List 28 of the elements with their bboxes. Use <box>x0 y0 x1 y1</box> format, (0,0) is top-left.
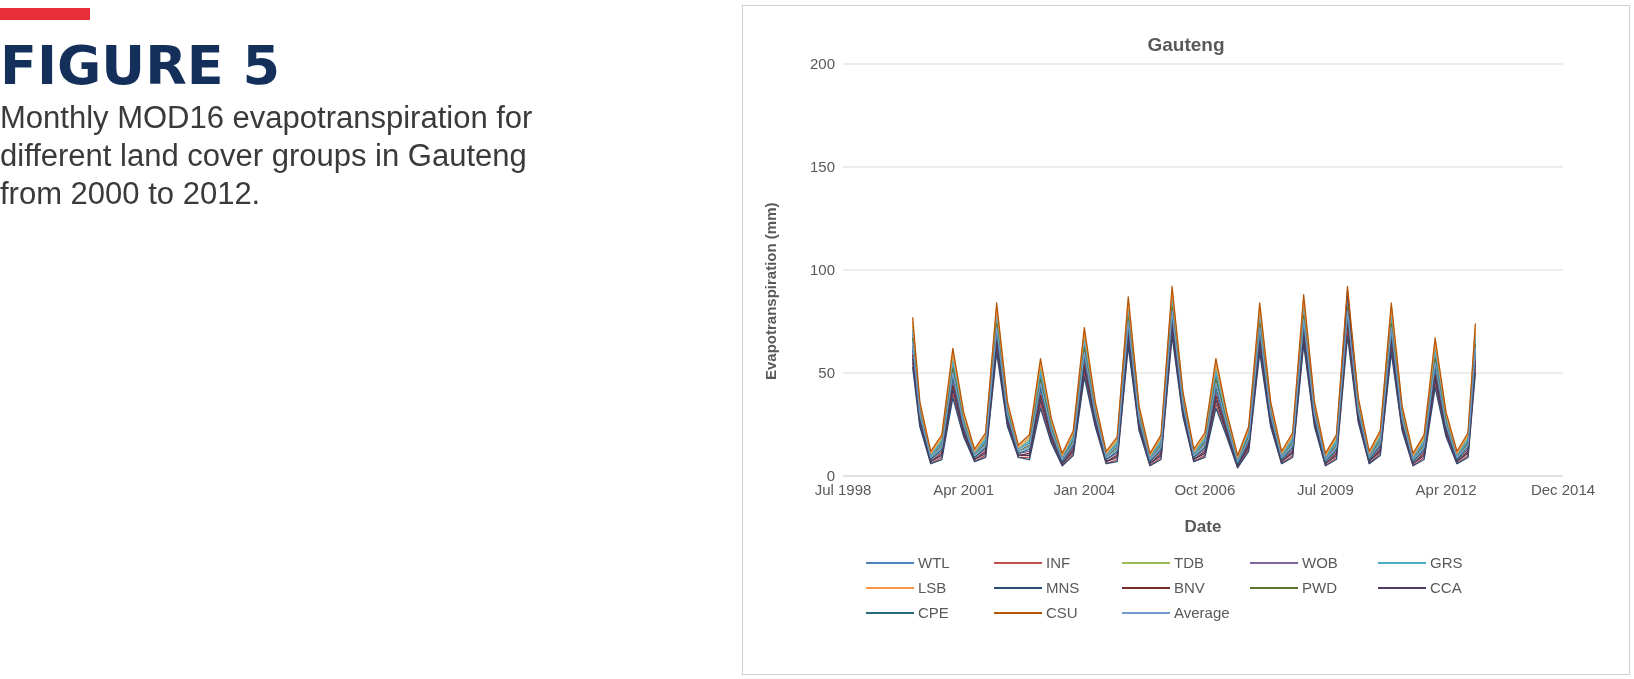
legend-label: Average <box>1174 604 1230 621</box>
y-tick-label: 50 <box>818 364 835 382</box>
y-tick-label: 150 <box>809 158 835 176</box>
legend-label: GRS <box>1430 554 1463 571</box>
caption: FIGURE 5 <box>0 34 281 97</box>
y-tick-label: 100 <box>809 261 835 279</box>
legend-label: INF <box>1046 554 1071 571</box>
legend-label: WTL <box>918 554 950 571</box>
legend-label: BNV <box>1174 579 1205 596</box>
x-tick-label: Apr 2001 <box>933 480 995 498</box>
legend-label: WOB <box>1302 554 1338 571</box>
legend-label: PWD <box>1302 579 1337 596</box>
text: Monthly MOD16 evapotranspiration for different land cover groups in Gauteng from 2000 to 2012. <box>0 99 534 213</box>
y-axis-title: Evapotranspiration (mm) <box>762 202 780 380</box>
legend-label: CCA <box>1430 579 1462 596</box>
x-tick-label: Jan 2004 <box>1053 480 1116 498</box>
legend-label: TDB <box>1174 554 1204 571</box>
x-axis-title: Date <box>1184 517 1222 536</box>
legend-label: CPE <box>918 604 949 621</box>
legend-label: CSU <box>1046 604 1078 621</box>
x-tick-label: Apr 2012 <box>1415 480 1477 498</box>
x-tick-label: Dec 2014 <box>1530 480 1596 498</box>
legend-label: LSB <box>918 579 947 596</box>
chart-title: Gauteng <box>1146 34 1226 56</box>
legend-label: MNS <box>1046 579 1080 596</box>
y-tick-label: 200 <box>809 55 835 73</box>
x-tick-label: Oct 2006 <box>1174 480 1236 498</box>
x-tick-label: Jul 2009 <box>1297 480 1354 498</box>
